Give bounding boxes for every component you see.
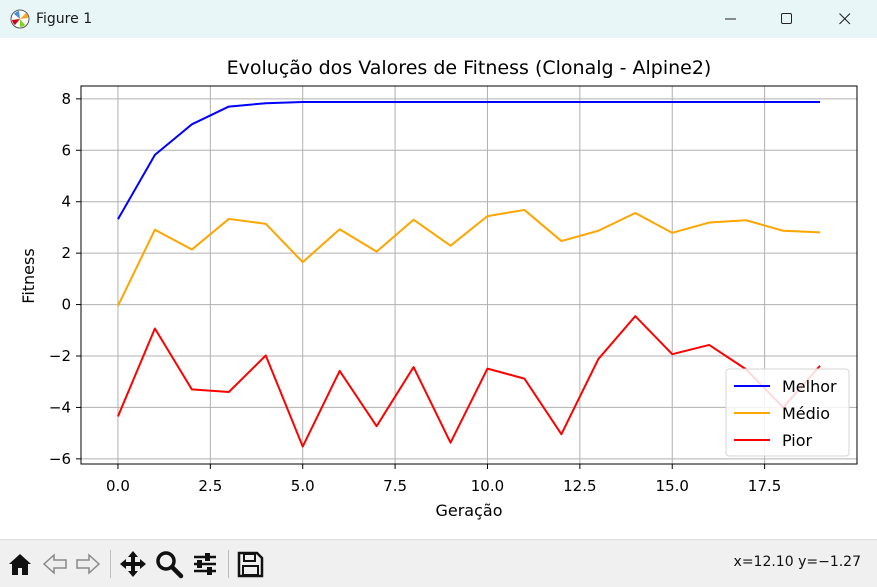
y-tick-label: −4 <box>49 398 71 416</box>
matplotlib-logo-icon <box>10 9 30 29</box>
maximize-button[interactable] <box>764 0 810 38</box>
window-title: Figure 1 <box>36 11 93 27</box>
chart-title: Evolução dos Valores de Fitness (Clonalg… <box>227 57 712 79</box>
y-tick-label: 8 <box>61 90 71 108</box>
x-tick-label: 0.0 <box>106 477 130 495</box>
legend-box <box>725 368 850 457</box>
x-tick-label: 5.0 <box>291 477 315 495</box>
zoom-icon <box>156 551 184 579</box>
minimize-button[interactable] <box>708 0 754 38</box>
line-chart[interactable]: 0.0 2.5 5.0 7.5 10.0 12.5 15.0 17.5−6−4−202468 … <box>0 38 877 539</box>
back-button[interactable] <box>40 549 70 579</box>
x-tick-label: 2.5 <box>198 477 222 495</box>
series-line-m-dio <box>117 208 821 307</box>
y-tick-label: 4 <box>61 193 71 211</box>
forward-button[interactable] <box>73 549 103 579</box>
cursor-coordinates: x=12.10 y=−1.27 <box>733 554 861 570</box>
series-line-melhor <box>117 100 821 220</box>
configure-subplots-button[interactable] <box>190 549 220 579</box>
home-icon <box>9 554 31 575</box>
home-button[interactable] <box>5 549 35 579</box>
forward-icon <box>76 553 101 575</box>
close-icon <box>839 13 851 25</box>
legend: Melhor Médio Pior <box>725 368 850 457</box>
x-tick-label: 17.5 <box>748 477 781 495</box>
navigation-toolbar: x=12.10 y=−1.27 <box>0 539 877 587</box>
x-axis-label: Geração <box>435 501 502 520</box>
series-line-pior <box>117 315 821 448</box>
pan-icon <box>120 551 146 577</box>
back-icon <box>42 553 67 575</box>
minimize-icon <box>725 18 736 20</box>
x-tick-label: 7.5 <box>383 477 407 495</box>
x-tick-label: 10.0 <box>471 477 504 495</box>
window-titlebar: Figure 1 <box>0 0 877 38</box>
save-button[interactable] <box>235 549 265 579</box>
configure-subplots-icon <box>194 553 216 575</box>
y-tick-label: 0 <box>61 296 71 314</box>
y-tick-label: −2 <box>49 347 71 365</box>
toolbar-separator <box>110 550 111 578</box>
figure-canvas[interactable]: 0.0 2.5 5.0 7.5 10.0 12.5 15.0 17.5 −6 −4 −2 0 2 4 6 8 … <box>0 38 877 539</box>
y-tick-label: −6 <box>49 450 71 468</box>
y-axis-label: Fitness <box>19 248 38 303</box>
plot-frame <box>80 85 858 465</box>
x-tick-label: 12.5 <box>563 477 596 495</box>
x-tick-label: 15.0 <box>656 477 689 495</box>
legend-label: Médio <box>782 404 830 423</box>
maximize-icon <box>781 13 792 24</box>
legend-label: Melhor <box>782 377 837 396</box>
toolbar-separator <box>228 550 229 578</box>
pan-button[interactable] <box>118 549 148 579</box>
y-tick-label: 2 <box>61 244 71 262</box>
save-icon <box>237 551 264 578</box>
legend-label: Pior <box>782 431 813 450</box>
zoom-button[interactable] <box>154 549 184 579</box>
y-tick-label: 6 <box>61 141 71 159</box>
close-button[interactable] <box>822 0 868 38</box>
